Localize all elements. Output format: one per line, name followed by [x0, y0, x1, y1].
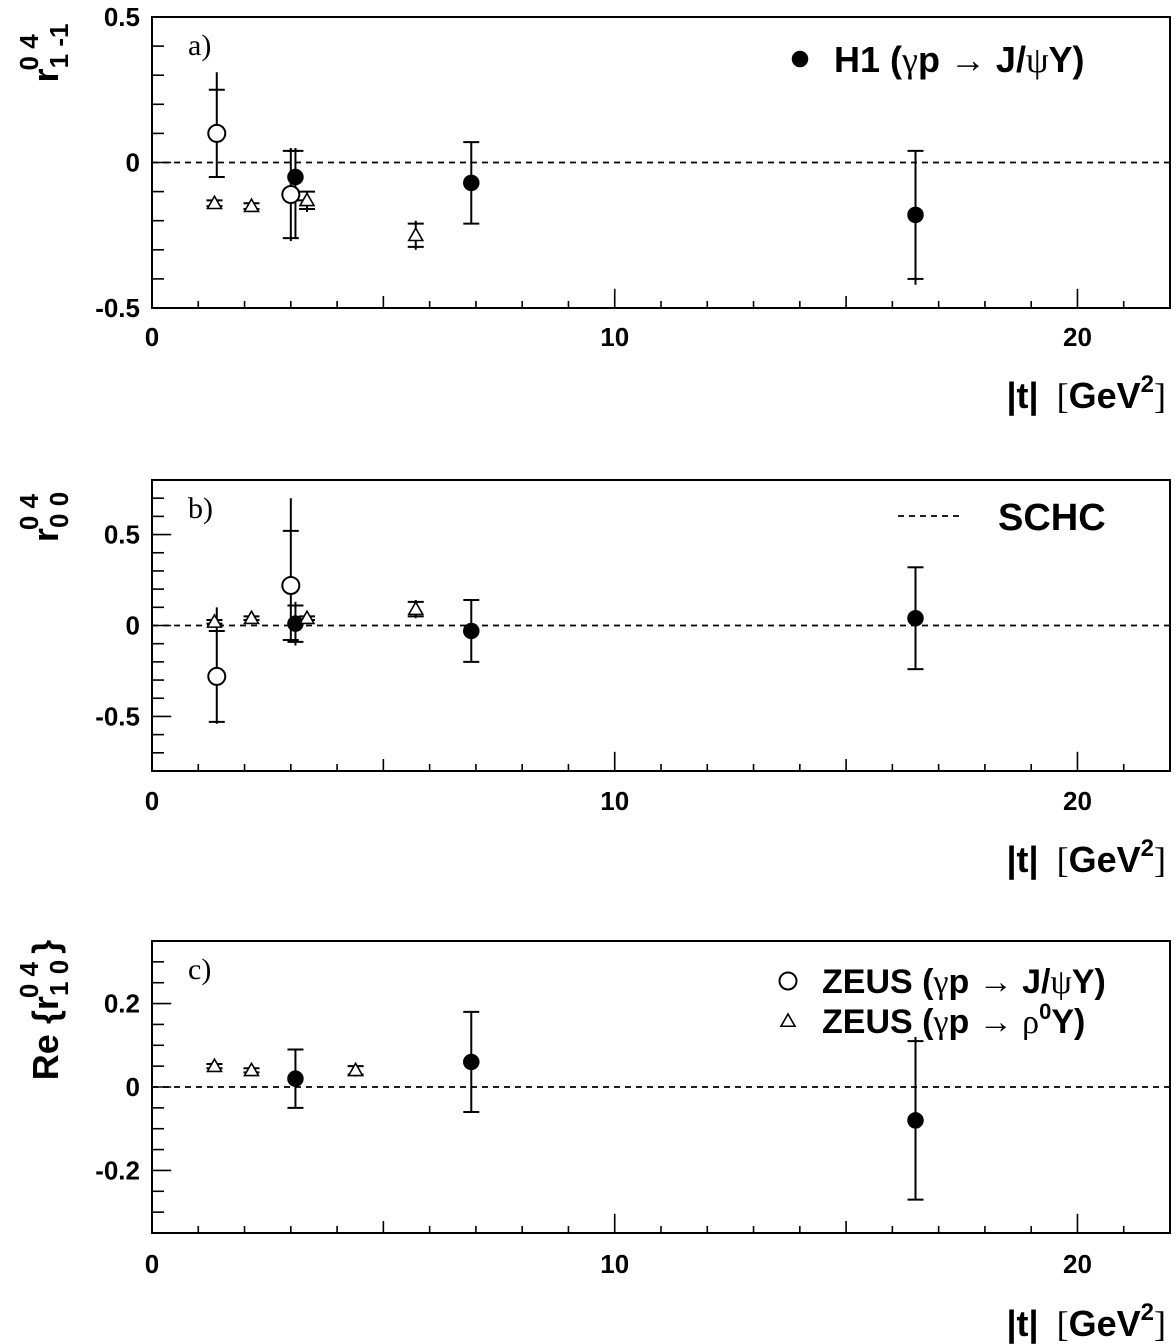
data-point: [463, 1010, 480, 1114]
y-tick-label: 0.5: [104, 520, 140, 550]
data-point: [463, 599, 480, 663]
y-tick-label: 0: [126, 148, 140, 178]
marker-filled-circle: [463, 1053, 480, 1071]
data-point: [463, 141, 480, 225]
legend-text: SCHC: [998, 497, 1106, 539]
x-tick-label: 0: [145, 1249, 159, 1279]
marker-filled-circle: [287, 1070, 304, 1087]
y-tick-label: -0.2: [95, 1155, 140, 1185]
marker-open-triangle: [243, 1061, 260, 1077]
x-tick-label: 10: [600, 322, 629, 352]
legend-text: ZEUS (γp → J/ψY): [822, 963, 1106, 1001]
marker-open-triangle: [407, 600, 425, 616]
legend-text: H1 (γp → J/ψY): [834, 39, 1085, 80]
legend: H1 (γp → J/ψY): [791, 39, 1085, 80]
data-point: [281, 498, 301, 642]
data-point: [243, 609, 260, 625]
marker-open-triangle: [243, 609, 260, 625]
marker-open-triangle: [206, 194, 223, 210]
chart-panel-3: 0 10 20 -0.2 0 0.2 |t| [GeV2] Re {r0 41 0} c) ZEUS…: [14, 940, 1171, 1344]
marker-open-triangle: [347, 1061, 364, 1077]
marker-filled-circle: [463, 622, 480, 640]
legend-text: ZEUS (γp → ρ0Y): [822, 999, 1085, 1041]
legend-marker-open-circle: [778, 971, 798, 991]
y-tick-label: 0.5: [104, 2, 140, 32]
legend-marker-open-triangle: [779, 1012, 797, 1028]
x-tick-label: 20: [1063, 1249, 1092, 1279]
marker-open-triangle: [298, 191, 316, 207]
legend: SCHC: [898, 497, 1106, 539]
y-tick-label: -0.5: [95, 701, 140, 731]
data-point: [206, 613, 223, 628]
y-axis-label: r0 40 0: [14, 492, 74, 542]
chart-panel-2: 0 10 20 -0.5 0 0.5 |t| [GeV2] r0 40 0 b) SCHC: [14, 479, 1171, 881]
panel-label: a): [188, 29, 211, 62]
data-point: [287, 1048, 304, 1109]
marker-open-triangle: [407, 226, 425, 242]
x-tick-label: 20: [1063, 322, 1092, 352]
marker-filled-circle: [907, 1112, 924, 1129]
y-tick-label: 0.2: [104, 989, 140, 1019]
data-point: [298, 609, 316, 625]
x-tick-label: 0: [145, 322, 159, 352]
data-point: [907, 1036, 924, 1201]
marker-open-circle: [281, 575, 301, 595]
data-point: [298, 190, 316, 212]
marker-filled-circle: [907, 206, 924, 224]
chart-panel-1: 0 10 20-0.500.5|t| [GeV2]r0 41 -1 a) H1 (γp →…: [14, 2, 1171, 417]
data-point: [407, 220, 425, 250]
marker-open-circle: [207, 666, 227, 686]
x-tick-label: 20: [1063, 786, 1092, 816]
marker-open-circle: [281, 185, 301, 205]
x-tick-label: 10: [600, 786, 629, 816]
data-point: [206, 1057, 223, 1073]
y-axis-label: Re {r0 41 0}: [14, 940, 74, 1080]
panel-label: c): [188, 953, 211, 986]
data-point: [207, 607, 227, 724]
y-tick-label: -0.5: [95, 293, 140, 323]
marker-open-triangle: [206, 1057, 223, 1073]
marker-open-triangle: [298, 609, 316, 625]
panel-label: b): [188, 492, 213, 525]
data-point: [206, 194, 223, 210]
data-point: [243, 1061, 260, 1077]
legend-marker-filled-circle: [791, 50, 809, 68]
data-point: [281, 147, 301, 242]
y-tick-label: 0: [126, 611, 140, 641]
x-tick-label: 10: [600, 1249, 629, 1279]
x-tick-label: 0: [145, 786, 159, 816]
data-point: [407, 600, 425, 619]
x-axis-label: |t| [GeV2]: [1006, 1299, 1166, 1344]
x-axis-label: |t| [GeV2]: [1006, 371, 1166, 417]
legend: ZEUS (γp → J/ψY)ZEUS (γp → ρ0Y): [778, 963, 1106, 1041]
marker-filled-circle: [463, 174, 480, 192]
data-point: [207, 72, 227, 179]
data-point: [243, 197, 260, 213]
marker-filled-circle: [907, 609, 924, 627]
marker-open-circle: [207, 123, 227, 143]
data-point: [907, 566, 924, 671]
y-tick-label: 0: [126, 1072, 140, 1102]
marker-open-triangle: [243, 197, 260, 213]
marker-open-triangle: [206, 613, 223, 628]
y-axis-label: r0 41 -1: [14, 24, 74, 83]
data-point: [907, 149, 924, 285]
x-axis-label: |t| [GeV2]: [1006, 835, 1166, 881]
data-point: [347, 1061, 364, 1077]
